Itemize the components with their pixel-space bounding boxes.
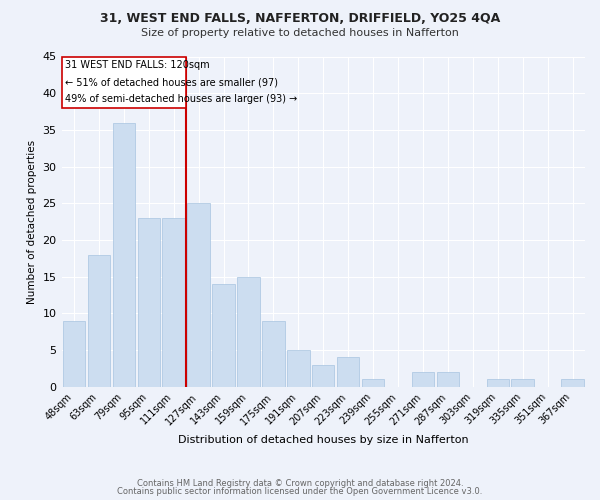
Bar <box>212 284 235 387</box>
Bar <box>487 380 509 387</box>
Bar <box>187 204 210 387</box>
Bar <box>312 365 334 387</box>
Bar <box>562 380 584 387</box>
Text: 31 WEST END FALLS: 120sqm: 31 WEST END FALLS: 120sqm <box>65 60 210 70</box>
Bar <box>137 218 160 387</box>
Bar <box>113 122 135 387</box>
X-axis label: Distribution of detached houses by size in Nafferton: Distribution of detached houses by size … <box>178 435 469 445</box>
Text: ← 51% of detached houses are smaller (97): ← 51% of detached houses are smaller (97… <box>65 77 278 87</box>
FancyBboxPatch shape <box>62 56 186 108</box>
Text: 49% of semi-detached houses are larger (93) →: 49% of semi-detached houses are larger (… <box>65 94 298 104</box>
Text: Contains HM Land Registry data © Crown copyright and database right 2024.: Contains HM Land Registry data © Crown c… <box>137 478 463 488</box>
Bar <box>362 380 385 387</box>
Bar <box>163 218 185 387</box>
Text: Size of property relative to detached houses in Nafferton: Size of property relative to detached ho… <box>141 28 459 38</box>
Y-axis label: Number of detached properties: Number of detached properties <box>27 140 37 304</box>
Bar <box>287 350 310 387</box>
Bar <box>412 372 434 387</box>
Bar <box>88 254 110 387</box>
Bar <box>262 320 284 387</box>
Bar <box>237 276 260 387</box>
Bar <box>63 320 85 387</box>
Text: Contains public sector information licensed under the Open Government Licence v3: Contains public sector information licen… <box>118 487 482 496</box>
Bar <box>337 358 359 387</box>
Bar <box>437 372 459 387</box>
Text: 31, WEST END FALLS, NAFFERTON, DRIFFIELD, YO25 4QA: 31, WEST END FALLS, NAFFERTON, DRIFFIELD… <box>100 12 500 26</box>
Bar <box>511 380 534 387</box>
